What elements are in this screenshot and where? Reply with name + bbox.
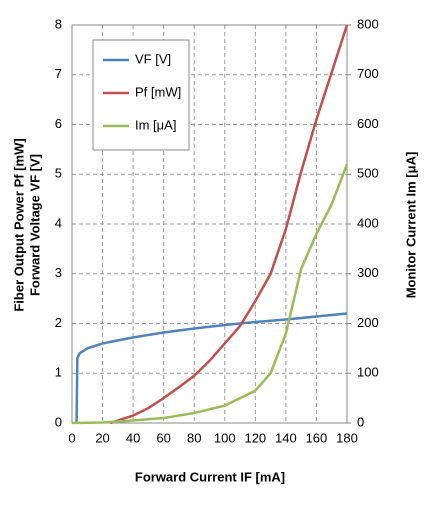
y-tick-label: 7: [55, 66, 62, 81]
x-tick-label: 20: [95, 430, 109, 445]
y2-axis-label: Monitor Current Im [μA]: [403, 152, 418, 299]
y-tick-label: 1: [55, 365, 62, 380]
x-tick-label: 180: [336, 430, 358, 445]
y-axis-label: Fiber Output Power Pf [mW]: [11, 138, 26, 311]
legend-label: VF [V]: [135, 51, 171, 66]
x-tick-label: 140: [275, 430, 297, 445]
series-line: [109, 24, 349, 425]
x-tick-label: 60: [156, 430, 170, 445]
series-line: [75, 312, 348, 424]
y-tick-label: 6: [55, 116, 62, 131]
y-tick-label: 2: [55, 315, 62, 330]
legend-box: [92, 39, 190, 151]
y-tick-label: 4: [55, 215, 62, 230]
series-line: [71, 163, 349, 425]
legend-label: Im [μA]: [135, 117, 176, 132]
y2-tick-label: 800: [357, 16, 379, 31]
y2-tick-label: 400: [357, 215, 379, 230]
x-tick-label: 120: [244, 430, 266, 445]
y-tick-label: 5: [55, 166, 62, 181]
x-tick-label: 100: [214, 430, 236, 445]
x-tick-label: 80: [187, 430, 201, 445]
y2-tick-label: 0: [357, 414, 364, 429]
legend-label: Pf [mW]: [135, 84, 181, 99]
plot-frame: [71, 24, 348, 424]
y2-tick-label: 700: [357, 66, 379, 81]
y-tick-label: 0: [55, 414, 62, 429]
y-tick-label: 3: [55, 265, 62, 280]
x-tick-label: 160: [306, 430, 328, 445]
x-axis-label: Forward Current IF [mA]: [135, 469, 285, 484]
x-tick-label: 0: [68, 430, 75, 445]
y2-tick-label: 200: [357, 315, 379, 330]
y2-tick-label: 300: [357, 265, 379, 280]
y2-tick-label: 100: [357, 365, 379, 380]
y2-tick-label: 500: [357, 166, 379, 181]
x-tick-label: 40: [126, 430, 140, 445]
y2-tick-label: 600: [357, 116, 379, 131]
y-axis-label: Forward Voltage VF [V]: [27, 154, 42, 296]
y-tick-label: 8: [55, 16, 62, 31]
